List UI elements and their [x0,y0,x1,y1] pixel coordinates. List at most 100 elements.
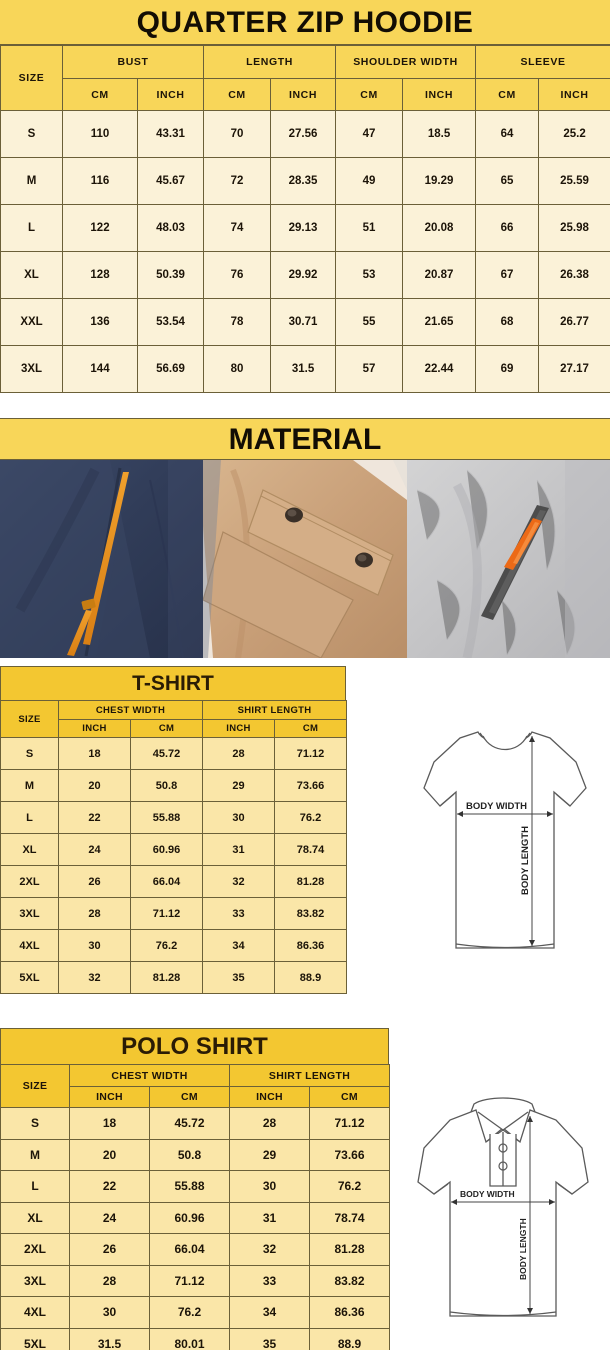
table-row: S 110 43.31 70 27.56 47 18.5 64 25.2 [0,110,610,158]
hoodie-group-header-row: SIZE BUST LENGTH SHOULDER WIDTH SLEEVE [0,45,610,111]
hoodie-cell: 45.67 [136,157,205,205]
hoodie-cell: 50.39 [136,251,205,299]
hoodie-cell: 19.29 [402,157,477,205]
hoodie-cell: 68 [475,298,540,346]
tshirt-cell: 31 [202,833,275,866]
polo-col-chest-width: CHEST WIDTH [69,1064,230,1087]
polo-cell: 34 [229,1296,310,1329]
hoodie-col-size: SIZE [0,45,63,111]
polo-row-size: M [0,1138,70,1171]
polo-col-size: SIZE [0,1064,70,1108]
table-row: 2XL 26 66.04 32 81.28 [0,865,348,898]
tshirt-row-size: 5XL [0,961,59,994]
tshirt-cell: 86.36 [273,929,348,962]
polo-cell: 76.2 [309,1170,390,1203]
polo-unit-length-inch: INCH [229,1086,310,1108]
tshirt-row-size: L [0,801,59,834]
table-row: 4XL 30 76.2 34 86.36 [0,929,348,962]
hoodie-cell: 28.35 [270,157,337,205]
hoodie-cell: 26.77 [538,298,610,346]
tshirt-size-table: SIZE CHEST WIDTH SHIRT LENGTH INCH CM IN… [0,700,348,994]
hoodie-unit-header-row: CM INCH CM INCH CM INCH CM INCH [1,78,610,111]
polo-cell: 78.74 [309,1201,390,1234]
polo-cell: 45.72 [149,1107,230,1140]
hoodie-cell: 43.31 [136,110,205,158]
polo-cell: 22 [69,1170,150,1203]
hoodie-cell: 47 [335,110,404,158]
tshirt-unit-length-inch: INCH [202,719,275,738]
hoodie-unit-bust-inch: INCH [136,78,205,111]
polo-cell: 32 [229,1233,310,1266]
tshirt-cell: 76.2 [273,801,348,834]
hoodie-cell: 53 [335,251,404,299]
polo-cell: 81.28 [309,1233,390,1266]
hoodie-cell: 70 [203,110,272,158]
tshirt-row-size: 3XL [0,897,59,930]
tshirt-cell: 50.8 [130,769,203,802]
hoodie-cell: 31.5 [270,345,337,393]
tshirt-cell: 35 [202,961,275,994]
tshirt-cell: 33 [202,897,275,930]
tshirt-cell: 73.66 [273,769,348,802]
polo-row-size: 4XL [0,1296,70,1329]
hoodie-cell: 116 [62,157,138,205]
polo-cell: 33 [229,1264,310,1297]
khaki-sleeve-pocket-photo [203,460,407,658]
polo-cell: 30 [229,1170,310,1203]
hoodie-cell: 55 [335,298,404,346]
polo-row-size: 5XL [0,1327,70,1350]
table-row: 2XL 26 66.04 32 81.28 [0,1233,390,1266]
table-row: S 18 45.72 28 71.12 [0,737,348,770]
hoodie-cell: 69 [475,345,540,393]
polo-cell: 88.9 [309,1327,390,1350]
polo-unit-chest-inch: INCH [69,1086,150,1108]
polo-unit-length-cm: CM [309,1086,390,1108]
hoodie-cell: 20.08 [402,204,477,252]
polo-measurement-diagram: BODY WIDTH BODY LENGTH [408,1090,598,1340]
hoodie-cell: 74 [203,204,272,252]
table-row: L 122 48.03 74 29.13 51 20.08 66 25.98 [0,204,610,252]
tshirt-body-width-label: BODY WIDTH [466,801,527,812]
hoodie-unit-bust-cm: CM [62,78,138,111]
tshirt-cell: 66.04 [130,865,203,898]
hoodie-cell: 30.71 [270,298,337,346]
tshirt-cell: 34 [202,929,275,962]
polo-section: POLO SHIRT SIZE CHEST WIDTH SHIRT LENGTH… [0,1028,390,1350]
polo-cell: 83.82 [309,1264,390,1297]
hoodie-cell: 78 [203,298,272,346]
table-row: L 22 55.88 30 76.2 [0,1170,390,1203]
tshirt-col-chest-width: CHEST WIDTH [58,700,203,720]
material-title: MATERIAL [0,418,610,460]
tshirt-cell: 60.96 [130,833,203,866]
hoodie-section: QUARTER ZIP HOODIE SIZE BUST LENGTH SHOU… [0,0,610,393]
hoodie-cell: 20.87 [402,251,477,299]
tshirt-cell: 22 [58,801,131,834]
table-row: M 20 50.8 29 73.66 [0,769,348,802]
hoodie-unit-length-inch: INCH [270,78,337,111]
table-row: XXL 136 53.54 78 30.71 55 21.65 68 26.77 [0,298,610,346]
hoodie-cell: 27.56 [270,110,337,158]
hoodie-cell: 144 [62,345,138,393]
table-row: XL 24 60.96 31 78.74 [0,833,348,866]
hoodie-cell: 128 [62,251,138,299]
hoodie-cell: 18.5 [402,110,477,158]
tshirt-cell: 88.9 [273,961,348,994]
polo-col-shirt-length: SHIRT LENGTH [229,1064,390,1087]
polo-cell: 50.8 [149,1138,230,1171]
polo-cell: 24 [69,1201,150,1234]
tshirt-measurement-diagram: BODY WIDTH BODY LENGTH [420,710,590,970]
table-row: 4XL 30 76.2 34 86.36 [0,1296,390,1329]
tshirt-unit-chest-inch: INCH [58,719,131,738]
hoodie-title: QUARTER ZIP HOODIE [0,0,610,45]
tshirt-cell: 71.12 [130,897,203,930]
polo-cell: 76.2 [149,1296,230,1329]
tshirt-cell: 45.72 [130,737,203,770]
tshirt-cell: 26 [58,865,131,898]
polo-cell: 30 [69,1296,150,1329]
polo-cell: 60.96 [149,1201,230,1234]
polo-title: POLO SHIRT [0,1028,389,1064]
polo-unit-header-row: INCH CM INCH CM [1,1086,390,1108]
table-row: M 20 50.8 29 73.66 [0,1138,390,1171]
hoodie-unit-sleeve-cm: CM [475,78,540,111]
